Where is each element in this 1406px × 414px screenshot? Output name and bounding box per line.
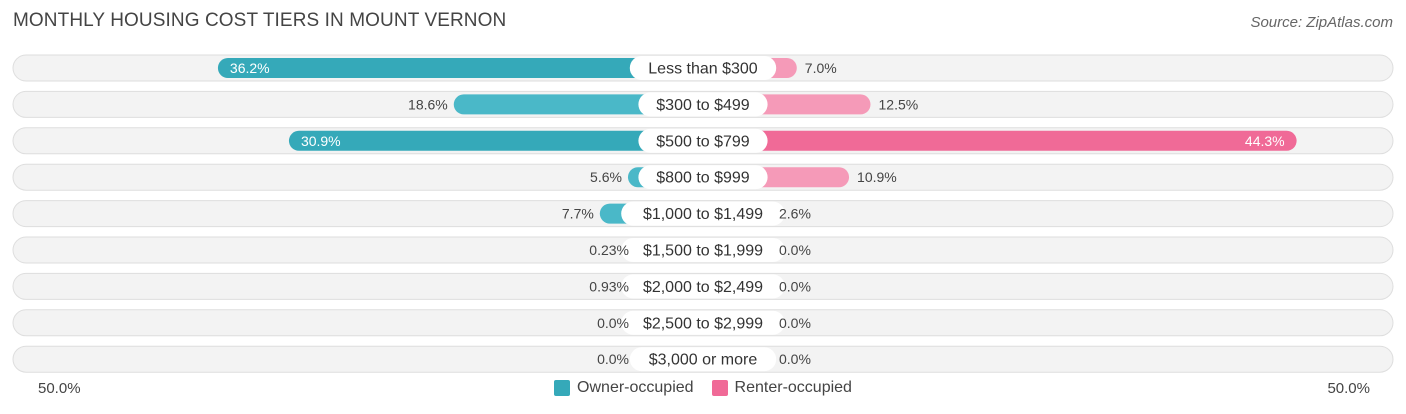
category-pill (629, 347, 777, 372)
owner-value-label: 5.6% (590, 169, 622, 185)
renter-value-label: 0.0% (779, 315, 811, 331)
legend-label-owner: Owner-occupied (577, 379, 694, 396)
owner-bar (288, 130, 703, 151)
category-label: $1,500 to $1,999 (643, 243, 763, 260)
legend-label-renter: Renter-occupied (734, 379, 852, 396)
legend-swatch-renter (711, 380, 728, 396)
legend-swatch-owner (554, 380, 571, 396)
renter-value-label: 0.0% (779, 242, 811, 258)
renter-value-label: 0.0% (779, 278, 811, 294)
renter-value-label: 44.3% (1245, 133, 1285, 149)
category-pill (621, 201, 785, 226)
renter-value-label: 7.0% (805, 60, 837, 76)
owner-bar (217, 58, 704, 78)
category-label: $300 to $499 (656, 97, 750, 114)
category-pill (621, 238, 785, 262)
axis-right-label: 50.0% (1327, 380, 1370, 397)
legend-item-owner[interactable]: Owner-occupied (554, 379, 694, 397)
category-label: $800 to $999 (656, 170, 750, 187)
owner-value-label: 36.2% (230, 60, 270, 76)
category-pill (629, 56, 777, 80)
owner-value-label: 0.0% (597, 351, 629, 367)
renter-value-label: 2.6% (779, 206, 811, 222)
renter-value-label: 12.5% (879, 96, 919, 112)
category-pill (638, 165, 768, 190)
owner-value-label: 0.23% (589, 242, 629, 258)
axis-left-label: 50.0% (38, 380, 81, 397)
category-pill (621, 310, 785, 335)
renter-value-label: 10.9% (857, 169, 897, 185)
owner-value-label: 0.0% (597, 315, 629, 331)
source-note: Source: ZipAtlas.com (1250, 14, 1393, 31)
category-pill (638, 92, 768, 117)
owner-value-label: 18.6% (408, 96, 448, 112)
renter-bar (703, 130, 1297, 151)
category-label: $2,500 to $2,999 (643, 315, 763, 332)
category-label: $500 to $799 (656, 133, 750, 150)
category-label: $1,000 to $1,499 (643, 206, 763, 223)
owner-value-label: 0.93% (589, 278, 629, 294)
category-label: $3,000 or more (649, 352, 758, 369)
owner-value-label: 7.7% (562, 206, 594, 222)
legend: Owner-occupied Renter-occupied (0, 379, 1406, 397)
renter-value-label: 0.0% (779, 351, 811, 367)
category-label: Less than $300 (648, 61, 758, 78)
owner-value-label: 30.9% (301, 133, 341, 149)
chart-title: MONTHLY HOUSING COST TIERS IN MOUNT VERN… (13, 10, 507, 31)
category-pill (638, 128, 768, 153)
category-pill (621, 274, 785, 299)
category-label: $2,000 to $2,499 (643, 279, 763, 296)
legend-item-renter[interactable]: Renter-occupied (711, 379, 852, 397)
